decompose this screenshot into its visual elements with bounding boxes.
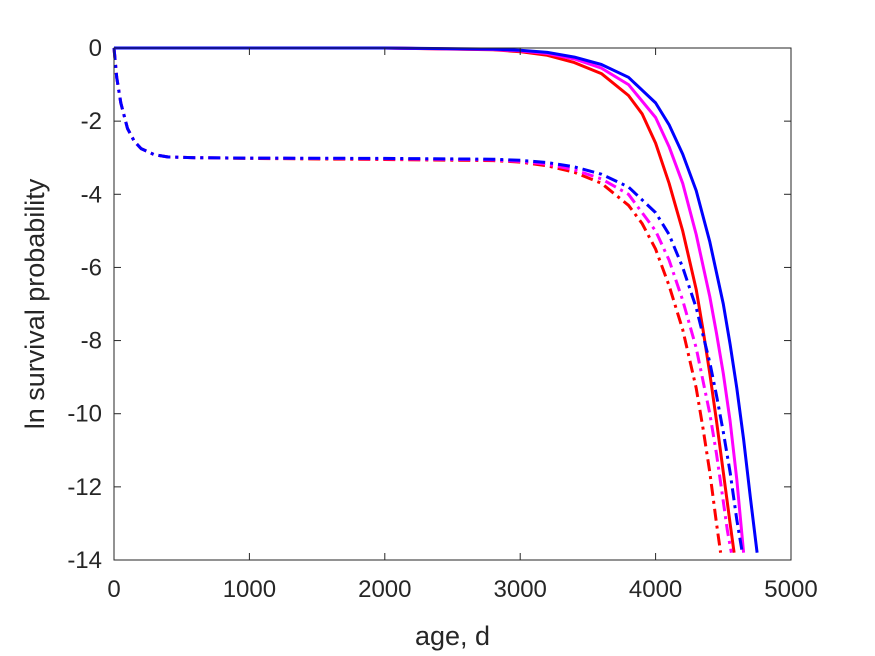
series-line-6-dashdot (112, 47, 744, 553)
x-axis-label: age, d (415, 621, 490, 651)
plot-frame (113, 47, 792, 561)
x-tick-label: 1000 (223, 576, 276, 603)
plot-background (114, 48, 791, 560)
y-tick-label: -12 (67, 474, 102, 501)
x-tick-label: 5000 (764, 576, 817, 603)
x-tick-label: 3000 (494, 576, 547, 603)
y-tick-label: -2 (81, 108, 102, 135)
x-tick-label: 4000 (629, 576, 682, 603)
y-axis-label: ln survival probability (20, 178, 50, 429)
x-tick-label: 2000 (358, 576, 411, 603)
tick-layer: 0 1000 2000 3000 4000 5000 0 -2 -4 -6 -8 -10 -12 -14 (67, 35, 817, 603)
y-tick-label: -4 (81, 181, 102, 208)
series-layer (112, 46, 759, 553)
y-tick-label: -8 (81, 328, 102, 355)
series-line-3-solid (114, 46, 759, 553)
y-tick-label: 0 (89, 35, 102, 62)
y-tick-label: -6 (81, 254, 102, 281)
y-tick-label: -10 (67, 401, 102, 428)
y-tick-label: -14 (67, 547, 102, 574)
x-tick-label: 0 (107, 576, 120, 603)
